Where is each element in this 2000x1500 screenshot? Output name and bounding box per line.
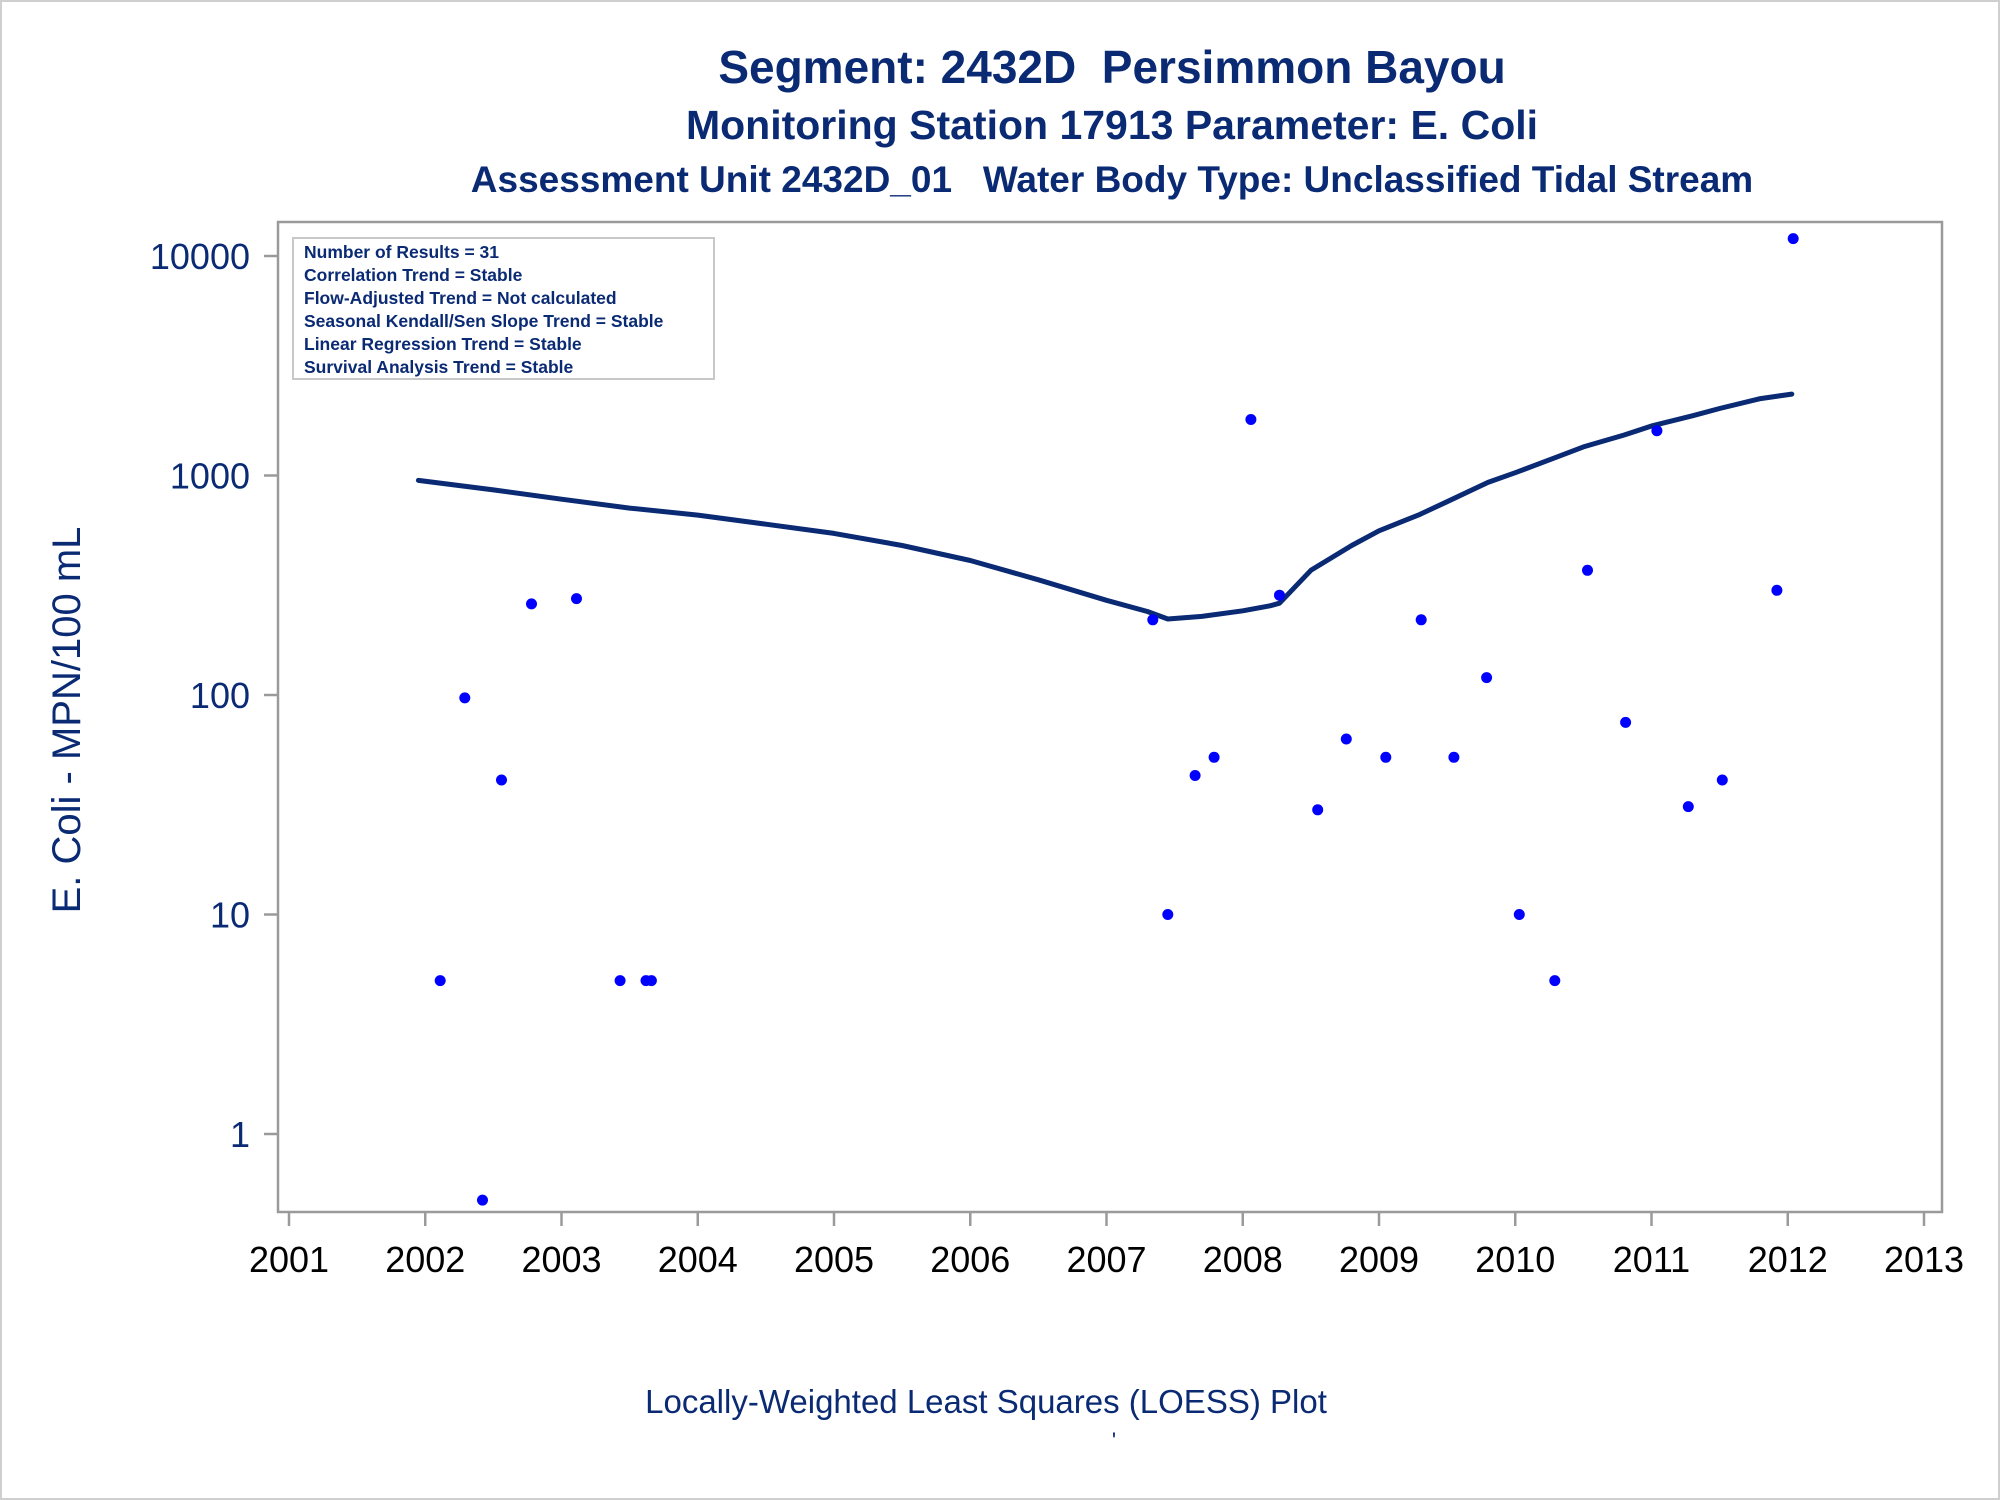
x-tick-label: 2007 bbox=[1066, 1239, 1146, 1280]
data-point bbox=[1771, 584, 1783, 596]
data-point bbox=[1651, 425, 1663, 437]
data-point bbox=[1340, 733, 1352, 745]
x-tick-label: 2009 bbox=[1339, 1239, 1419, 1280]
data-point bbox=[1274, 589, 1285, 601]
legend-line-result-count: Number of Results = 31 bbox=[304, 242, 499, 262]
data-point bbox=[496, 774, 507, 786]
y-tick-label: 100 bbox=[190, 675, 250, 716]
data-point bbox=[1189, 770, 1201, 781]
chart-title: Segment: 2432D Persimmon Bayou bbox=[718, 41, 1506, 93]
legend-box bbox=[292, 237, 715, 380]
data-point bbox=[1620, 716, 1632, 728]
y-axis-label: E. Coli - MPN/100 mL bbox=[45, 527, 89, 914]
data-point bbox=[1208, 751, 1220, 763]
legend-line-seasonal-kendall-trend: Seasonal Kendall/Sen Slope Trend = Stabl… bbox=[304, 311, 664, 331]
x-tick-label: 2013 bbox=[1884, 1239, 1964, 1280]
data-point bbox=[1481, 672, 1493, 684]
data-point bbox=[1582, 564, 1593, 576]
data-point bbox=[1380, 751, 1392, 763]
x-tick-label: 2010 bbox=[1475, 1239, 1555, 1280]
data-point bbox=[434, 975, 446, 987]
data-point bbox=[526, 598, 537, 610]
data-point bbox=[1312, 804, 1324, 816]
x-tick-label: 2005 bbox=[794, 1239, 874, 1280]
data-point bbox=[1787, 233, 1799, 245]
x-tick-label: 2001 bbox=[249, 1239, 329, 1280]
data-point bbox=[1682, 801, 1694, 813]
loess-trend-line bbox=[415, 391, 1795, 622]
x-tick-label: 2011 bbox=[1613, 1239, 1690, 1280]
chart-subtitle-assessment-unit: Assessment Unit 2432D_01 Water Body Type… bbox=[470, 159, 1754, 200]
legend-line-survival-analysis-trend: Survival Analysis Trend = Stable bbox=[304, 357, 574, 377]
x-tick-label: 2004 bbox=[658, 1239, 738, 1280]
y-tick-label: 10000 bbox=[150, 236, 250, 277]
footnote-stray-mark: ' bbox=[1112, 1428, 1116, 1453]
x-tick-label: 2002 bbox=[385, 1239, 465, 1280]
y-tick-label: 1 bbox=[230, 1114, 250, 1155]
data-point bbox=[459, 692, 471, 704]
y-tick-label: 10 bbox=[210, 895, 250, 936]
data-point bbox=[1513, 909, 1525, 920]
legend-line-correlation-trend: Correlation Trend = Stable bbox=[304, 265, 523, 285]
data-point bbox=[1716, 774, 1728, 786]
data-point bbox=[645, 975, 657, 987]
x-tick-label: 2008 bbox=[1203, 1239, 1283, 1280]
y-tick-label: 1000 bbox=[170, 456, 250, 497]
data-point bbox=[614, 975, 626, 987]
legend-line-linear-regression-trend: Linear Regression Trend = Stable bbox=[304, 334, 582, 354]
data-point bbox=[1549, 975, 1561, 987]
legend-line-flow-adjusted-trend: Flow-Adjusted Trend = Not calculated bbox=[304, 288, 617, 308]
plot-area-frame bbox=[276, 220, 1944, 1214]
chart-subtitle-station: Monitoring Station 17913 Parameter: E. C… bbox=[685, 102, 1539, 148]
data-point bbox=[1162, 909, 1174, 920]
data-point bbox=[1245, 414, 1257, 425]
data-point bbox=[1147, 614, 1159, 626]
x-tick-label: 2003 bbox=[521, 1239, 601, 1280]
x-tick-label: 2006 bbox=[930, 1239, 1010, 1280]
data-point bbox=[1415, 614, 1427, 626]
x-tick-label: 2012 bbox=[1748, 1239, 1828, 1280]
footnote-loess-plot: Locally-Weighted Least Squares (LOESS) P… bbox=[645, 1383, 1327, 1420]
data-point bbox=[571, 593, 582, 605]
data-point bbox=[477, 1194, 488, 1206]
data-point bbox=[1448, 751, 1460, 763]
